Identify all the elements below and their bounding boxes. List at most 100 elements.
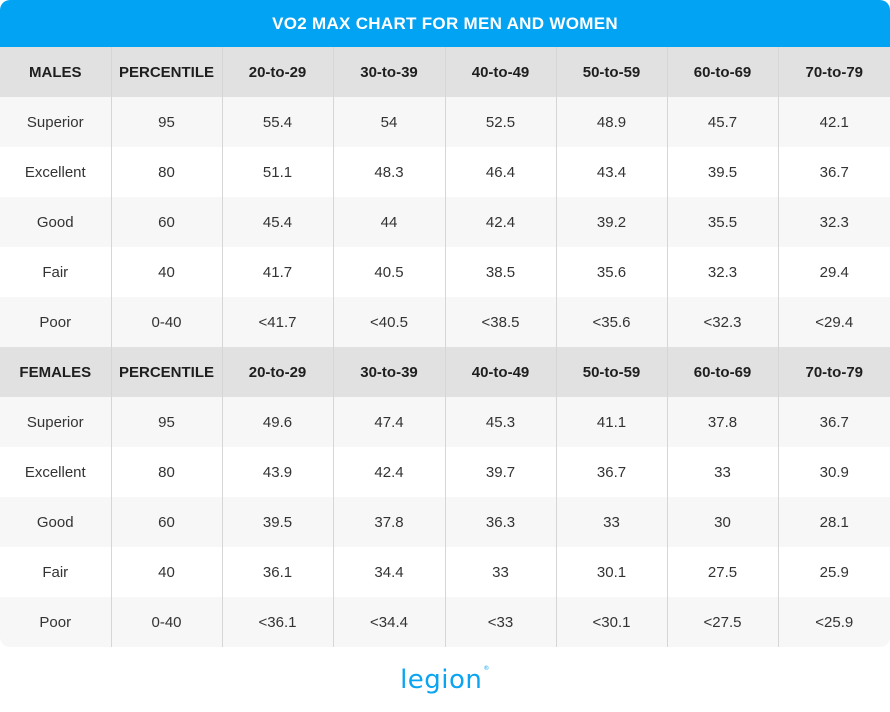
table-cell: 60 xyxy=(111,497,223,547)
column-header: FEMALES xyxy=(0,347,112,397)
table-cell: 80 xyxy=(111,447,223,497)
column-header: 70-to-79 xyxy=(778,347,890,397)
table-cell: 35.6 xyxy=(556,247,668,297)
table-cell: 35.5 xyxy=(667,197,779,247)
logo-text: legion xyxy=(400,665,483,695)
table-cell: 37.8 xyxy=(333,497,446,547)
table-cell: Poor xyxy=(0,597,112,647)
logo-area: legion® xyxy=(0,660,890,700)
table-cell: <33 xyxy=(445,597,557,647)
column-header: MALES xyxy=(0,47,112,97)
table-cell: 41.7 xyxy=(222,247,334,297)
table-cell: 28.1 xyxy=(778,497,890,547)
table-cell: 36.7 xyxy=(778,147,890,197)
registered-mark: ® xyxy=(483,665,490,672)
table-cell: Fair xyxy=(0,547,112,597)
column-header: 60-to-69 xyxy=(667,347,779,397)
column-header: 60-to-69 xyxy=(667,47,779,97)
table-cell: 32.3 xyxy=(667,247,779,297)
column-header: 20-to-29 xyxy=(222,347,334,397)
table-cell: 45.7 xyxy=(667,97,779,147)
table-cell: 51.1 xyxy=(222,147,334,197)
table-cell: Good xyxy=(0,497,112,547)
table-cell: 48.3 xyxy=(333,147,446,197)
table-cell: <27.5 xyxy=(667,597,779,647)
table-cell: <29.4 xyxy=(778,297,890,347)
column-header: PERCENTILE xyxy=(111,47,223,97)
table-cell: 41.1 xyxy=(556,397,668,447)
table-cell: <41.7 xyxy=(222,297,334,347)
table-cell: 39.5 xyxy=(667,147,779,197)
table-cell: 45.3 xyxy=(445,397,557,447)
table-cell: 33 xyxy=(445,547,557,597)
table-cell: <32.3 xyxy=(667,297,779,347)
column-header: PERCENTILE xyxy=(111,347,223,397)
table-cell: 36.1 xyxy=(222,547,334,597)
column-header: 30-to-39 xyxy=(333,347,446,397)
column-header: 20-to-29 xyxy=(222,47,334,97)
table-cell: 30.1 xyxy=(556,547,668,597)
table-cell: Superior xyxy=(0,97,112,147)
table-cell: Excellent xyxy=(0,447,112,497)
table-row: Fair 40 36.1 34.4 33 30.1 27.5 25.9 xyxy=(0,547,890,597)
table-cell: 39.5 xyxy=(222,497,334,547)
females-header-row: FEMALES PERCENTILE 20-to-29 30-to-39 40-… xyxy=(0,347,890,397)
column-header: 30-to-39 xyxy=(333,47,446,97)
table-cell: 40.5 xyxy=(333,247,446,297)
column-header: 50-to-59 xyxy=(556,347,668,397)
males-section: MALES PERCENTILE 20-to-29 30-to-39 40-to… xyxy=(0,47,890,347)
table-cell: 49.6 xyxy=(222,397,334,447)
table-cell: 39.7 xyxy=(445,447,557,497)
table-row: Superior 95 55.4 54 52.5 48.9 45.7 42.1 xyxy=(0,97,890,147)
table-cell: 0-40 xyxy=(111,597,223,647)
column-header: 40-to-49 xyxy=(445,47,557,97)
table-cell: Superior xyxy=(0,397,112,447)
table-cell: 80 xyxy=(111,147,223,197)
legion-logo: legion® xyxy=(400,665,490,695)
table-row: Superior 95 49.6 47.4 45.3 41.1 37.8 36.… xyxy=(0,397,890,447)
column-header: 40-to-49 xyxy=(445,347,557,397)
table-cell: 38.5 xyxy=(445,247,557,297)
table-cell: 42.1 xyxy=(778,97,890,147)
table-cell: 34.4 xyxy=(333,547,446,597)
table-cell: 48.9 xyxy=(556,97,668,147)
table-cell: 95 xyxy=(111,97,223,147)
males-header-row: MALES PERCENTILE 20-to-29 30-to-39 40-to… xyxy=(0,47,890,97)
vo2-max-table: MALES PERCENTILE 20-to-29 30-to-39 40-to… xyxy=(0,47,890,647)
table-cell: 30 xyxy=(667,497,779,547)
column-header: 50-to-59 xyxy=(556,47,668,97)
table-row: Poor 0-40 <41.7 <40.5 <38.5 <35.6 <32.3 … xyxy=(0,297,890,347)
table-cell: 33 xyxy=(556,497,668,547)
table-cell: <38.5 xyxy=(445,297,557,347)
table-cell: 40 xyxy=(111,247,223,297)
table-cell: 37.8 xyxy=(667,397,779,447)
table-cell: 54 xyxy=(333,97,446,147)
table-cell: Good xyxy=(0,197,112,247)
table-cell: Fair xyxy=(0,247,112,297)
table-cell: <25.9 xyxy=(778,597,890,647)
table-cell: 29.4 xyxy=(778,247,890,297)
table-cell: Excellent xyxy=(0,147,112,197)
table-cell: 42.4 xyxy=(445,197,557,247)
table-row: Good 60 45.4 44 42.4 39.2 35.5 32.3 xyxy=(0,197,890,247)
table-cell: 32.3 xyxy=(778,197,890,247)
table-cell: 36.3 xyxy=(445,497,557,547)
table-cell: 0-40 xyxy=(111,297,223,347)
table-cell: 55.4 xyxy=(222,97,334,147)
table-row: Excellent 80 43.9 42.4 39.7 36.7 33 30.9 xyxy=(0,447,890,497)
table-cell: <40.5 xyxy=(333,297,446,347)
table-cell: 43.4 xyxy=(556,147,668,197)
table-cell: 46.4 xyxy=(445,147,557,197)
chart-title: VO2 MAX CHART FOR MEN AND WOMEN xyxy=(0,0,890,47)
table-row: Good 60 39.5 37.8 36.3 33 30 28.1 xyxy=(0,497,890,547)
column-header: 70-to-79 xyxy=(778,47,890,97)
table-cell: <35.6 xyxy=(556,297,668,347)
table-cell: 30.9 xyxy=(778,447,890,497)
table-row: Excellent 80 51.1 48.3 46.4 43.4 39.5 36… xyxy=(0,147,890,197)
table-cell: 95 xyxy=(111,397,223,447)
table-cell: <36.1 xyxy=(222,597,334,647)
table-cell: 33 xyxy=(667,447,779,497)
table-cell: 27.5 xyxy=(667,547,779,597)
table-cell: 25.9 xyxy=(778,547,890,597)
table-cell: 36.7 xyxy=(778,397,890,447)
